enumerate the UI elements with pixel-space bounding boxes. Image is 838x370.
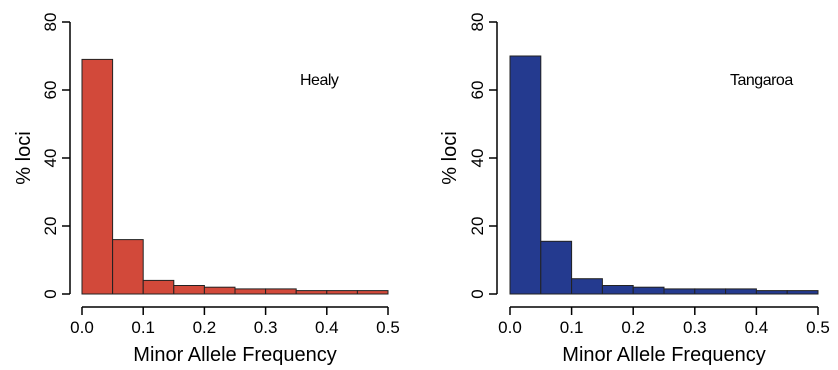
y-axis-title: % loci (439, 131, 461, 184)
x-tick-label: 0.4 (315, 318, 339, 337)
x-tick-label: 0.1 (131, 318, 155, 337)
x-tick-label: 0.5 (806, 318, 830, 337)
y-tick-label: 80 (468, 13, 487, 32)
x-tick-label: 0.2 (621, 318, 645, 337)
panel-label: Healy (300, 72, 339, 89)
y-tick-label: 40 (41, 149, 60, 168)
histogram-bar (112, 239, 144, 295)
y-tick-label: 60 (41, 81, 60, 100)
x-tick-label: 0.1 (560, 318, 584, 337)
x-tick-label: 0.3 (254, 318, 278, 337)
histogram-bar (601, 285, 634, 295)
x-tick-label: 0.3 (683, 318, 707, 337)
histogram-bar (81, 58, 114, 295)
histogram-bar (234, 288, 267, 295)
y-axis-title: % loci (13, 131, 35, 184)
y-tick-label: 0 (41, 289, 60, 298)
y-tick-label: 60 (468, 81, 487, 100)
histogram-bar (142, 279, 175, 295)
x-axis-title: Minor Allele Frequency (562, 344, 765, 366)
x-axis-title: Minor Allele Frequency (133, 344, 336, 366)
y-tick-label: 80 (41, 13, 60, 32)
histogram-bar (540, 240, 573, 295)
y-tick-label: 0 (468, 289, 487, 298)
x-tick-label: 0.2 (193, 318, 217, 337)
histogram-bar (356, 290, 389, 295)
y-tick-label: 20 (41, 217, 60, 236)
x-tick-label: 0.4 (745, 318, 769, 337)
histogram-bar (203, 286, 236, 295)
x-tick-label: 0.0 (70, 318, 94, 337)
histogram-bar (295, 290, 328, 295)
histogram-bar (571, 278, 603, 295)
histogram-bar (694, 288, 727, 295)
histogram-bar (632, 286, 665, 295)
histogram-bar (265, 288, 297, 295)
x-tick-label: 0.0 (498, 318, 522, 337)
histogram-panel-tangaroa: 0 20 40 60 80 0.0 0.1 0.2 0.3 0.4 0.5 Minor Allele … (439, 13, 830, 366)
histogram-bar (326, 290, 358, 295)
panel-label: Tangaroa (730, 72, 793, 89)
histogram-bar (173, 285, 205, 295)
x-tick-label: 0.5 (376, 318, 400, 337)
y-tick-label: 20 (468, 217, 487, 236)
y-tick-label: 40 (468, 149, 487, 168)
histogram-bar (725, 288, 757, 295)
histogram-bar (786, 290, 819, 295)
histogram-panel-healy: 0 20 40 60 80 0.0 0.1 0.2 0.3 0.4 0.5 Minor Allele … (13, 13, 400, 366)
histogram-bar (509, 55, 542, 295)
histogram-bar (755, 290, 788, 295)
histogram-bar (663, 288, 696, 295)
